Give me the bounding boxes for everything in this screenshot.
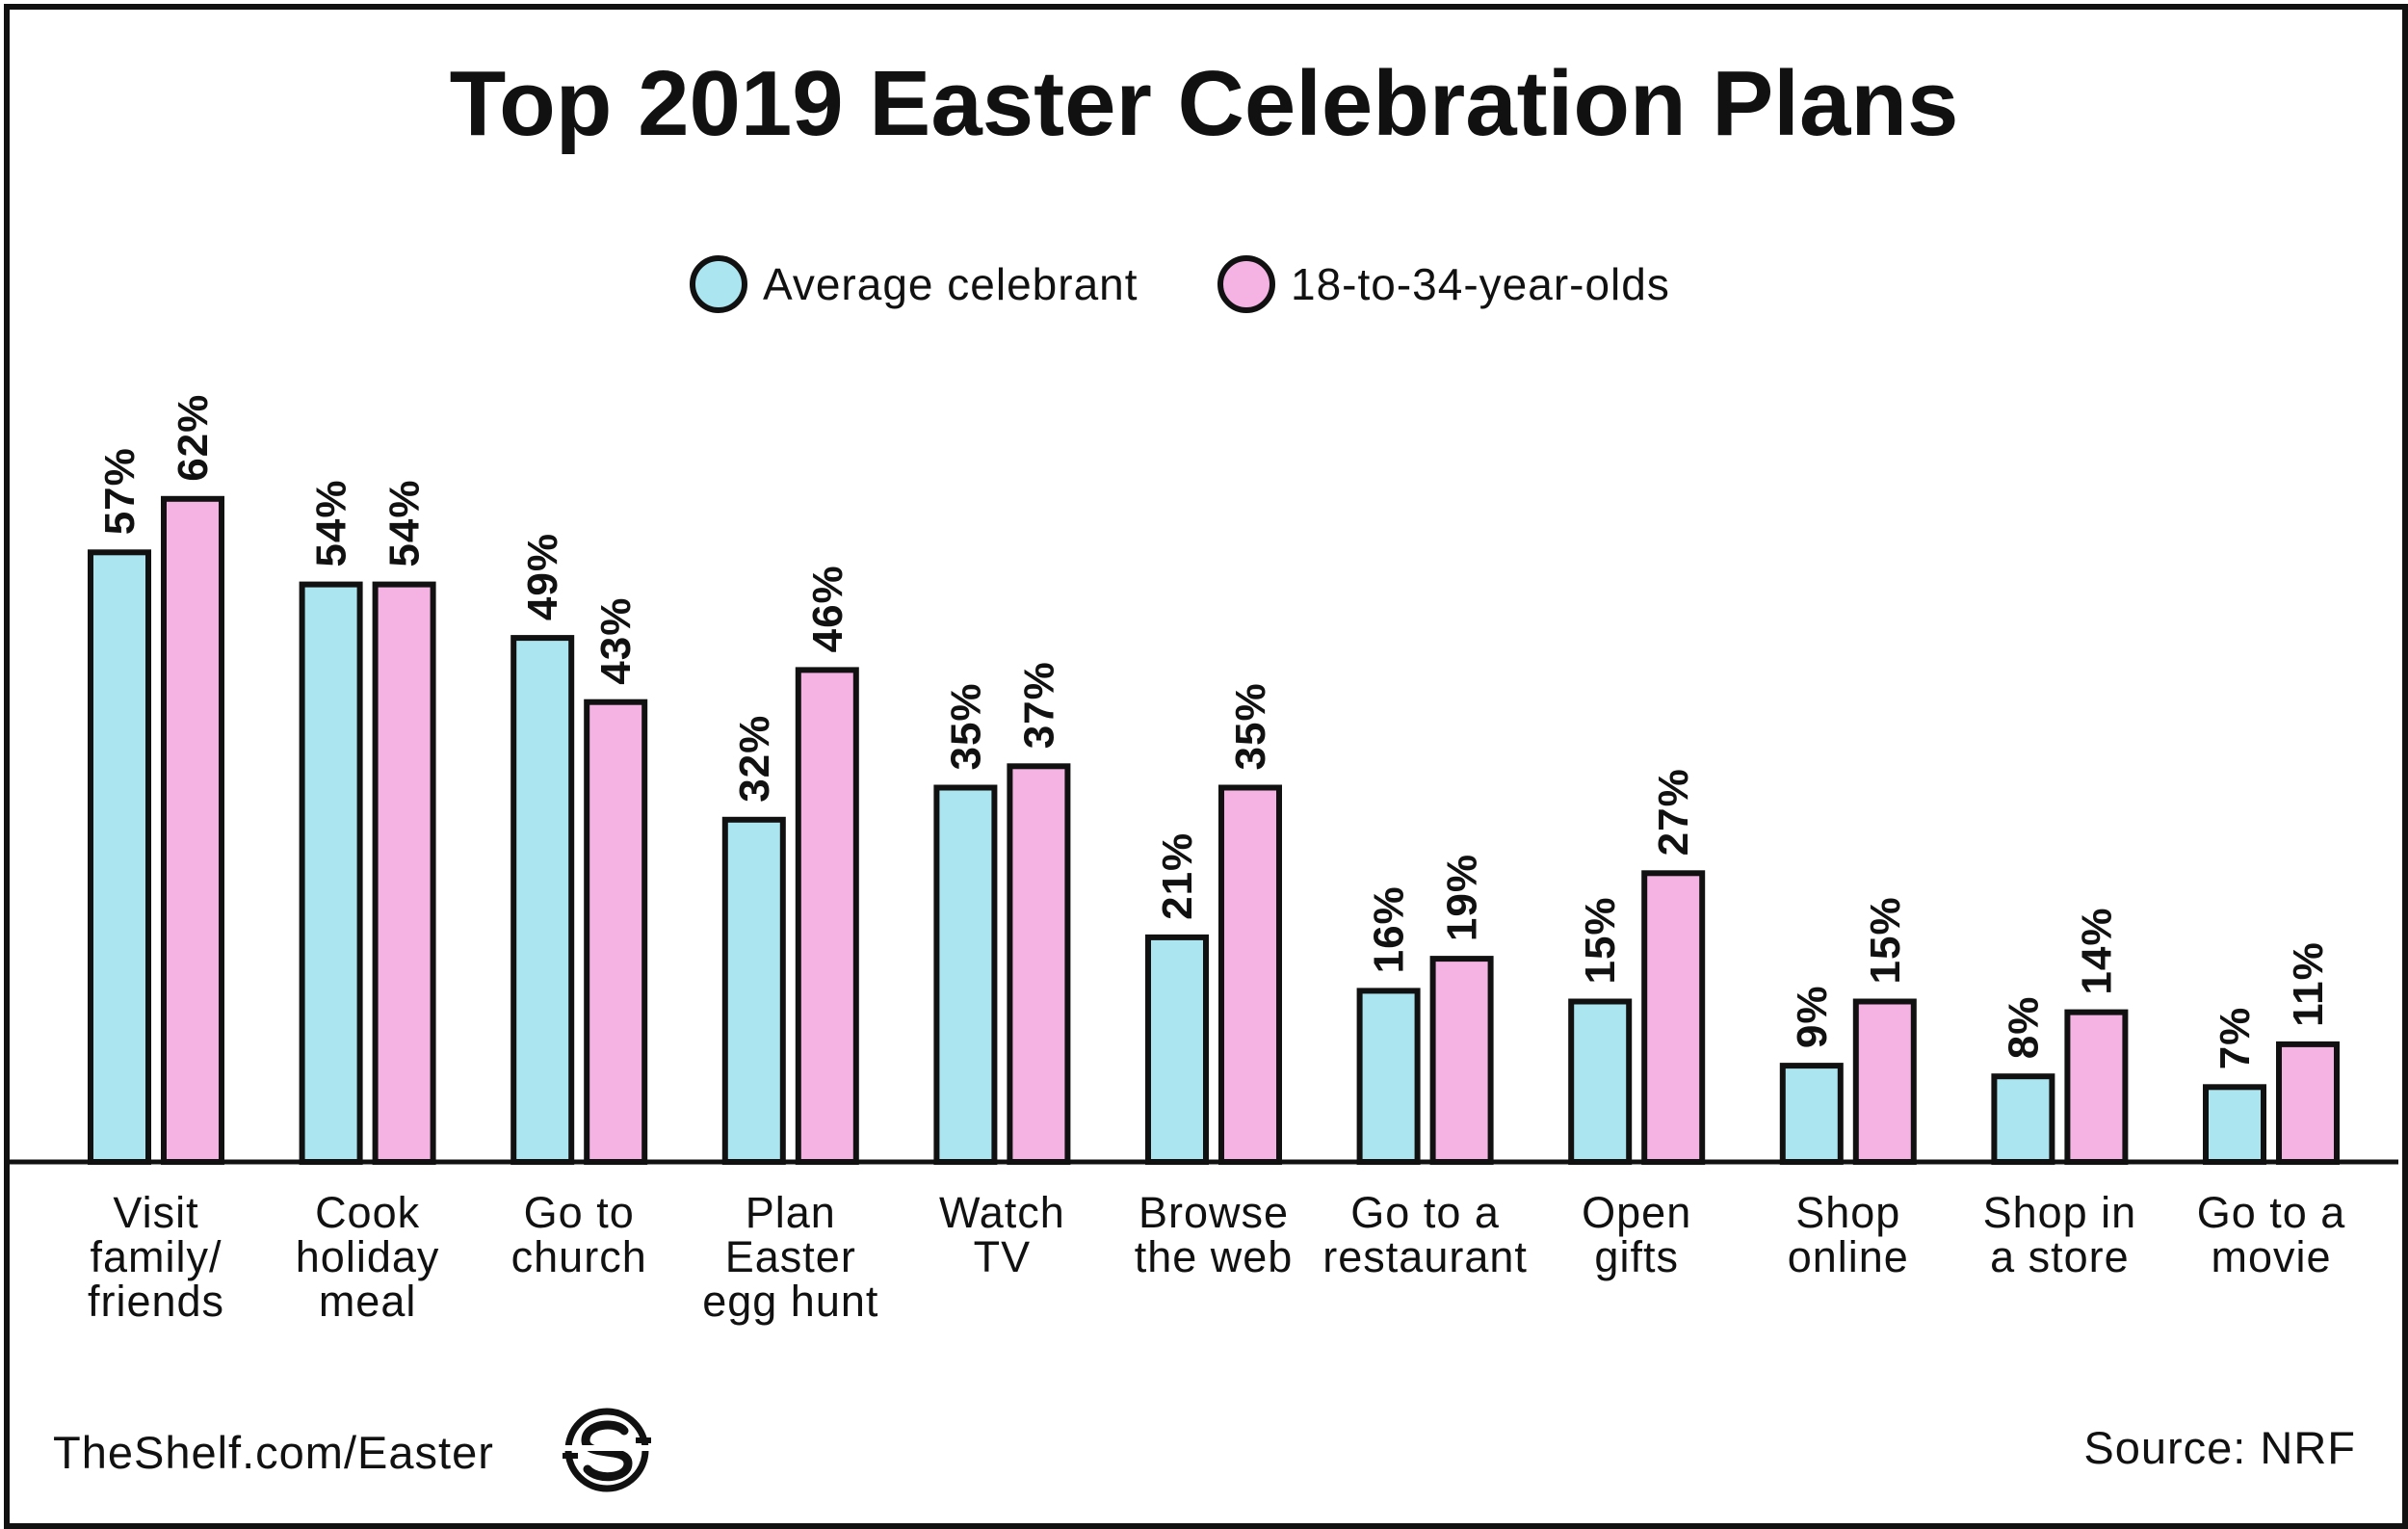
value-label-watch-tv-series-2: 37%: [1015, 661, 1062, 749]
bar-cook-holiday-meal-series-2: [372, 581, 436, 1165]
bar-plan-easter-egg-hunt-series-2: [795, 667, 859, 1166]
bars-group: [88, 495, 2340, 1166]
legend: Average celebrant 18-to-34-year-olds: [690, 255, 1670, 313]
bar-watch-tv-series-1: [933, 784, 998, 1165]
bar-go-to-church-series-1: [510, 635, 575, 1165]
bar-cook-holiday-meal-series-1: [299, 581, 363, 1165]
theshelf-s-logo-icon: [563, 1408, 651, 1492]
bar-open-gifts-series-1: [1568, 998, 1633, 1165]
value-label-cook-holiday-meal-series-2: 54%: [381, 480, 429, 567]
footer-source: Source: NRF: [2083, 1422, 2356, 1473]
value-label-go-to-a-movie-series-1: 7%: [2212, 1007, 2259, 1070]
bar-visit-family-friends-series-1: [88, 549, 151, 1165]
chart-title: Top 2019 Easter Celebration Plans: [450, 52, 1959, 155]
bar-go-to-a-restaurant-series-1: [1356, 988, 1421, 1166]
value-label-browse-the-web-series-2: 35%: [1227, 682, 1274, 770]
value-label-shop-online-series-2: 15%: [1862, 896, 1909, 984]
footer-website: TheShelf.com/Easter: [53, 1427, 494, 1478]
value-label-go-to-church-series-1: 49%: [519, 533, 566, 620]
bar-go-to-a-restaurant-series-2: [1429, 956, 1494, 1165]
category-label-cook-holiday-meal: Cook holiday meal: [296, 1188, 440, 1326]
category-label-go-to-a-restaurant: Go to a restaurant: [1322, 1188, 1528, 1281]
bar-go-to-church-series-2: [584, 699, 648, 1165]
category-label-plan-easter-egg-hunt: Plan Easter egg hunt: [702, 1188, 878, 1326]
bar-plan-easter-egg-hunt-series-1: [721, 816, 786, 1165]
category-label-go-to-a-movie: Go to a movie: [2197, 1188, 2346, 1281]
category-label-watch-tv: Watch TV: [939, 1188, 1065, 1281]
value-labels-group: 57% 62% 54% 54% 49% 43% 32% 46% 35% 37% 21% 35% 16% 1…: [96, 394, 2332, 1070]
legend-swatch-18-to-34: [1217, 255, 1275, 313]
legend-label-average-celebrant: Average celebrant: [763, 259, 1139, 309]
value-label-open-gifts-series-1: 15%: [1577, 896, 1624, 984]
value-label-go-to-a-restaurant-series-2: 19%: [1439, 854, 1486, 941]
bar-go-to-a-movie-series-2: [2276, 1041, 2340, 1166]
bar-shop-in-a-store-series-1: [1991, 1073, 2055, 1165]
value-label-shop-online-series-1: 9%: [1789, 986, 1836, 1049]
legend-label-18-to-34: 18-to-34-year-olds: [1291, 259, 1670, 309]
value-label-visit-family-friends-series-2: 62%: [170, 394, 217, 482]
bar-open-gifts-series-2: [1641, 870, 1706, 1165]
bar-browse-the-web-series-2: [1218, 784, 1282, 1165]
value-label-browse-the-web-series-1: 21%: [1154, 832, 1201, 920]
value-label-watch-tv-series-1: 35%: [942, 682, 989, 770]
legend-swatch-average-celebrant: [690, 255, 747, 313]
category-labels-group: Visit family/friends Cook holiday meal Go to c…: [88, 1188, 2346, 1326]
category-label-browse-the-web: Browse the web: [1135, 1188, 1294, 1281]
value-label-plan-easter-egg-hunt-series-1: 32%: [731, 715, 778, 803]
bar-shop-online-series-1: [1779, 1063, 1844, 1165]
value-label-go-to-a-movie-series-2: 11%: [2285, 941, 2332, 1027]
bar-watch-tv-series-2: [1007, 763, 1071, 1165]
bar-browse-the-web-series-1: [1145, 934, 1209, 1166]
footer: TheShelf.com/Easter Source: NRF: [53, 1408, 2356, 1492]
value-label-open-gifts-series-2: 27%: [1650, 768, 1697, 856]
bar-shop-in-a-store-series-2: [2064, 1009, 2129, 1165]
category-label-go-to-church: Go to church: [511, 1188, 647, 1281]
bar-visit-family-friends-series-2: [161, 495, 224, 1165]
value-label-shop-in-a-store-series-1: 8%: [2000, 996, 2047, 1060]
value-label-go-to-church-series-2: 43%: [592, 597, 640, 685]
value-label-plan-easter-egg-hunt-series-2: 46%: [804, 565, 851, 652]
category-label-open-gifts: Open gifts: [1582, 1188, 1691, 1281]
value-label-go-to-a-restaurant-series-1: 16%: [1366, 885, 1413, 973]
category-label-visit-family-friends: Visit family/friends: [88, 1188, 224, 1326]
bar-go-to-a-movie-series-1: [2203, 1084, 2266, 1166]
value-label-shop-in-a-store-series-2: 14%: [2073, 908, 2120, 995]
category-label-shop-online: Shop online: [1788, 1188, 1909, 1281]
bar-shop-online-series-2: [1852, 998, 1917, 1165]
value-label-cook-holiday-meal-series-1: 54%: [308, 480, 355, 567]
category-label-shop-in-a-store: Shop in a store: [1983, 1188, 2137, 1281]
value-label-visit-family-friends-series-1: 57%: [96, 447, 144, 535]
